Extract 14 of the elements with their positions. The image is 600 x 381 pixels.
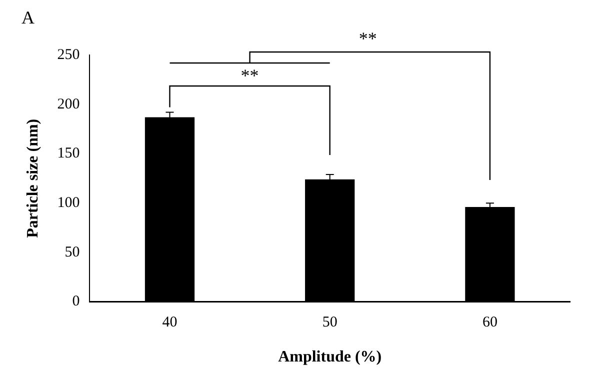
x-tick-label: 60 <box>482 314 498 331</box>
y-tick-label: 100 <box>57 195 80 212</box>
y-tick-label: 200 <box>57 96 80 112</box>
text: ** <box>358 28 377 50</box>
y-tick-label: 50 <box>64 244 80 260</box>
x-tick-label: 50 <box>322 314 338 331</box>
y-tick-label: 0 <box>72 294 80 310</box>
text: A <box>22 8 34 28</box>
y-tick-label: 150 <box>57 146 80 162</box>
x-axis-title: Amplitude (%) <box>278 348 382 366</box>
annotation: ** <box>240 66 259 86</box>
y-axis-title: Particle size (nm) <box>24 118 42 238</box>
y-tick-label: 250 <box>57 46 80 63</box>
x-tick-label: 40 <box>162 314 178 331</box>
